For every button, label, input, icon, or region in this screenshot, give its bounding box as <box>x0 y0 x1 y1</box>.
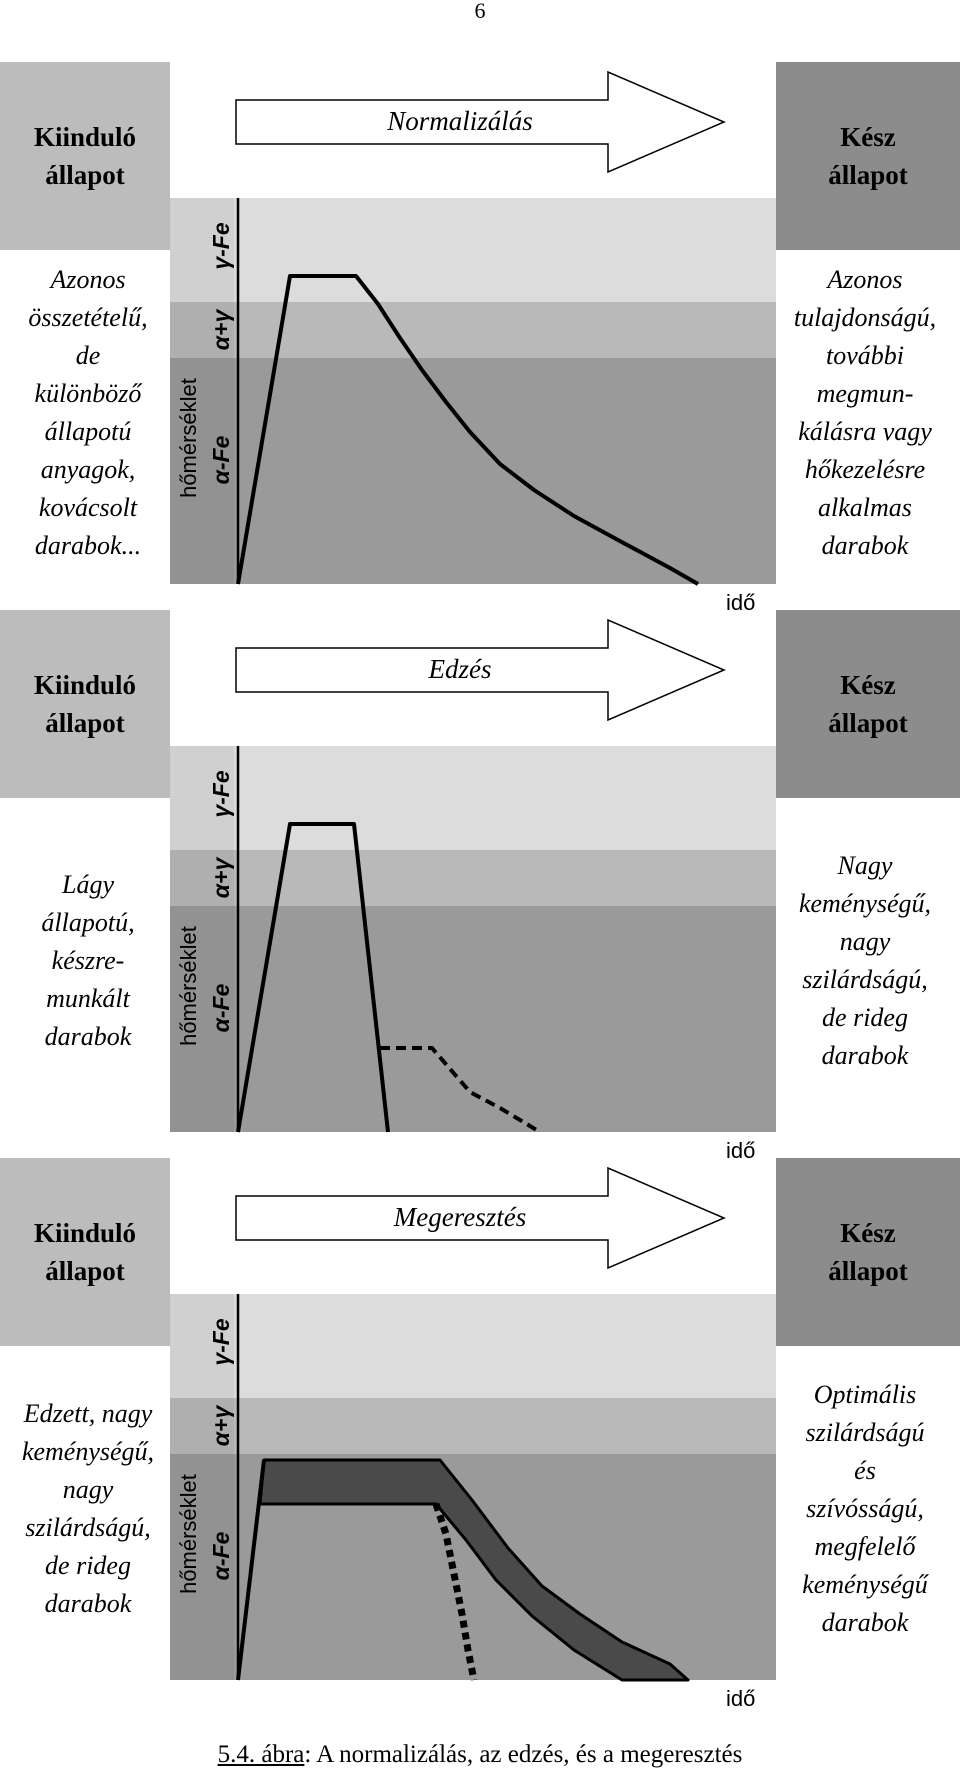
phase-label-alpha-gamma: α+γ <box>208 857 234 899</box>
final-state-description: Nagy keménységű, nagy szilárdságú, de ri… <box>798 851 932 1070</box>
initial-state-description: Azonos összetételű, de különböző állapot… <box>28 265 148 560</box>
x-axis-label: idő <box>726 1686 755 1711</box>
phase-label-alpha: α-Fe <box>208 1531 234 1580</box>
alpha-gamma-zone <box>170 302 776 358</box>
final-state-description: Optimális szilárdságú és szívósságú, meg… <box>802 1380 928 1637</box>
final-state-description: Azonos tulajdonságú, további megmun- kál… <box>793 265 937 560</box>
heat-treatment-plot: hőmérséklet γ-Fe α+γ α-Fe idő <box>170 1294 776 1711</box>
temperature-curve <box>236 274 699 586</box>
gamma-fe-zone <box>170 746 776 850</box>
slow-cool-dashed-curve <box>380 1046 542 1134</box>
alpha-fe-zone <box>170 906 776 1132</box>
initial-state-description: Edzett, nagy keménységű, nagy szilárdság… <box>21 1399 155 1618</box>
phase-label-alpha: α-Fe <box>208 435 234 484</box>
start-state-box: Kiinduló állapot <box>0 62 170 250</box>
panel-megeresztes: Kiinduló állapot Megeresztés Kész állapo… <box>0 1158 960 1718</box>
phase-label-gamma: γ-Fe <box>208 1318 234 1366</box>
y-axis-label: hőmérséklet <box>176 926 201 1046</box>
x-axis-label: idő <box>726 590 755 615</box>
alpha-fe-zone <box>170 358 776 584</box>
figure-caption: 5.4. ábra: A normalizálás, az edzés, és … <box>0 1740 960 1770</box>
end-state-box: Kész állapot <box>776 62 960 250</box>
phase-label-gamma: γ-Fe <box>208 770 234 818</box>
phase-label-alpha-gamma: α+γ <box>208 309 234 351</box>
phase-label-alpha-gamma: α+γ <box>208 1405 234 1447</box>
end-state-box: Kész állapot <box>776 610 960 798</box>
page-number: 6 <box>474 0 486 23</box>
quench-dashed-curve <box>432 1502 478 1681</box>
phase-label-alpha: α-Fe <box>208 983 234 1032</box>
process-label: Normalizálás <box>387 106 533 136</box>
process-arrow <box>235 70 726 174</box>
y-axis-label: hőmérséklet <box>176 378 201 498</box>
phase-label-gamma: γ-Fe <box>208 222 234 270</box>
initial-state-description: Lágy állapotú, készre- munkált darabok <box>41 870 135 1051</box>
x-axis-label: idő <box>726 1138 755 1163</box>
gamma-fe-zone <box>170 198 776 302</box>
process-label: Megeresztés <box>393 1202 527 1232</box>
y-axis-label: hőmérséklet <box>176 1474 201 1594</box>
process-arrow <box>235 618 726 722</box>
panel-normalizalas: Kiinduló állapot Normalizálás Kész állap… <box>0 62 960 622</box>
tempering-range-band <box>258 1458 690 1682</box>
figure-reference: 5.4. ábra <box>217 1741 305 1768</box>
process-label: Edzés <box>428 654 492 684</box>
caption-text: : A normalizálás, az edzés, és a megeres… <box>304 1741 743 1768</box>
gamma-fe-zone <box>170 1294 776 1398</box>
heat-treatment-plot: hőmérséklet γ-Fe α+γ α-Fe idő <box>170 746 776 1163</box>
panel-edzes: Kiinduló állapot Edzés Kész állapot Lágy… <box>0 610 960 1170</box>
quench-curve <box>236 822 390 1133</box>
heat-treatment-plot: hőmérséklet γ-Fe α+γ α-Fe idő <box>170 198 776 615</box>
start-state-box: Kiinduló állapot <box>0 1158 170 1346</box>
process-arrow <box>235 1166 726 1270</box>
alpha-gamma-zone <box>170 1398 776 1454</box>
end-state-box: Kész állapot <box>776 1158 960 1346</box>
start-state-box: Kiinduló állapot <box>0 610 170 798</box>
alpha-gamma-zone <box>170 850 776 906</box>
